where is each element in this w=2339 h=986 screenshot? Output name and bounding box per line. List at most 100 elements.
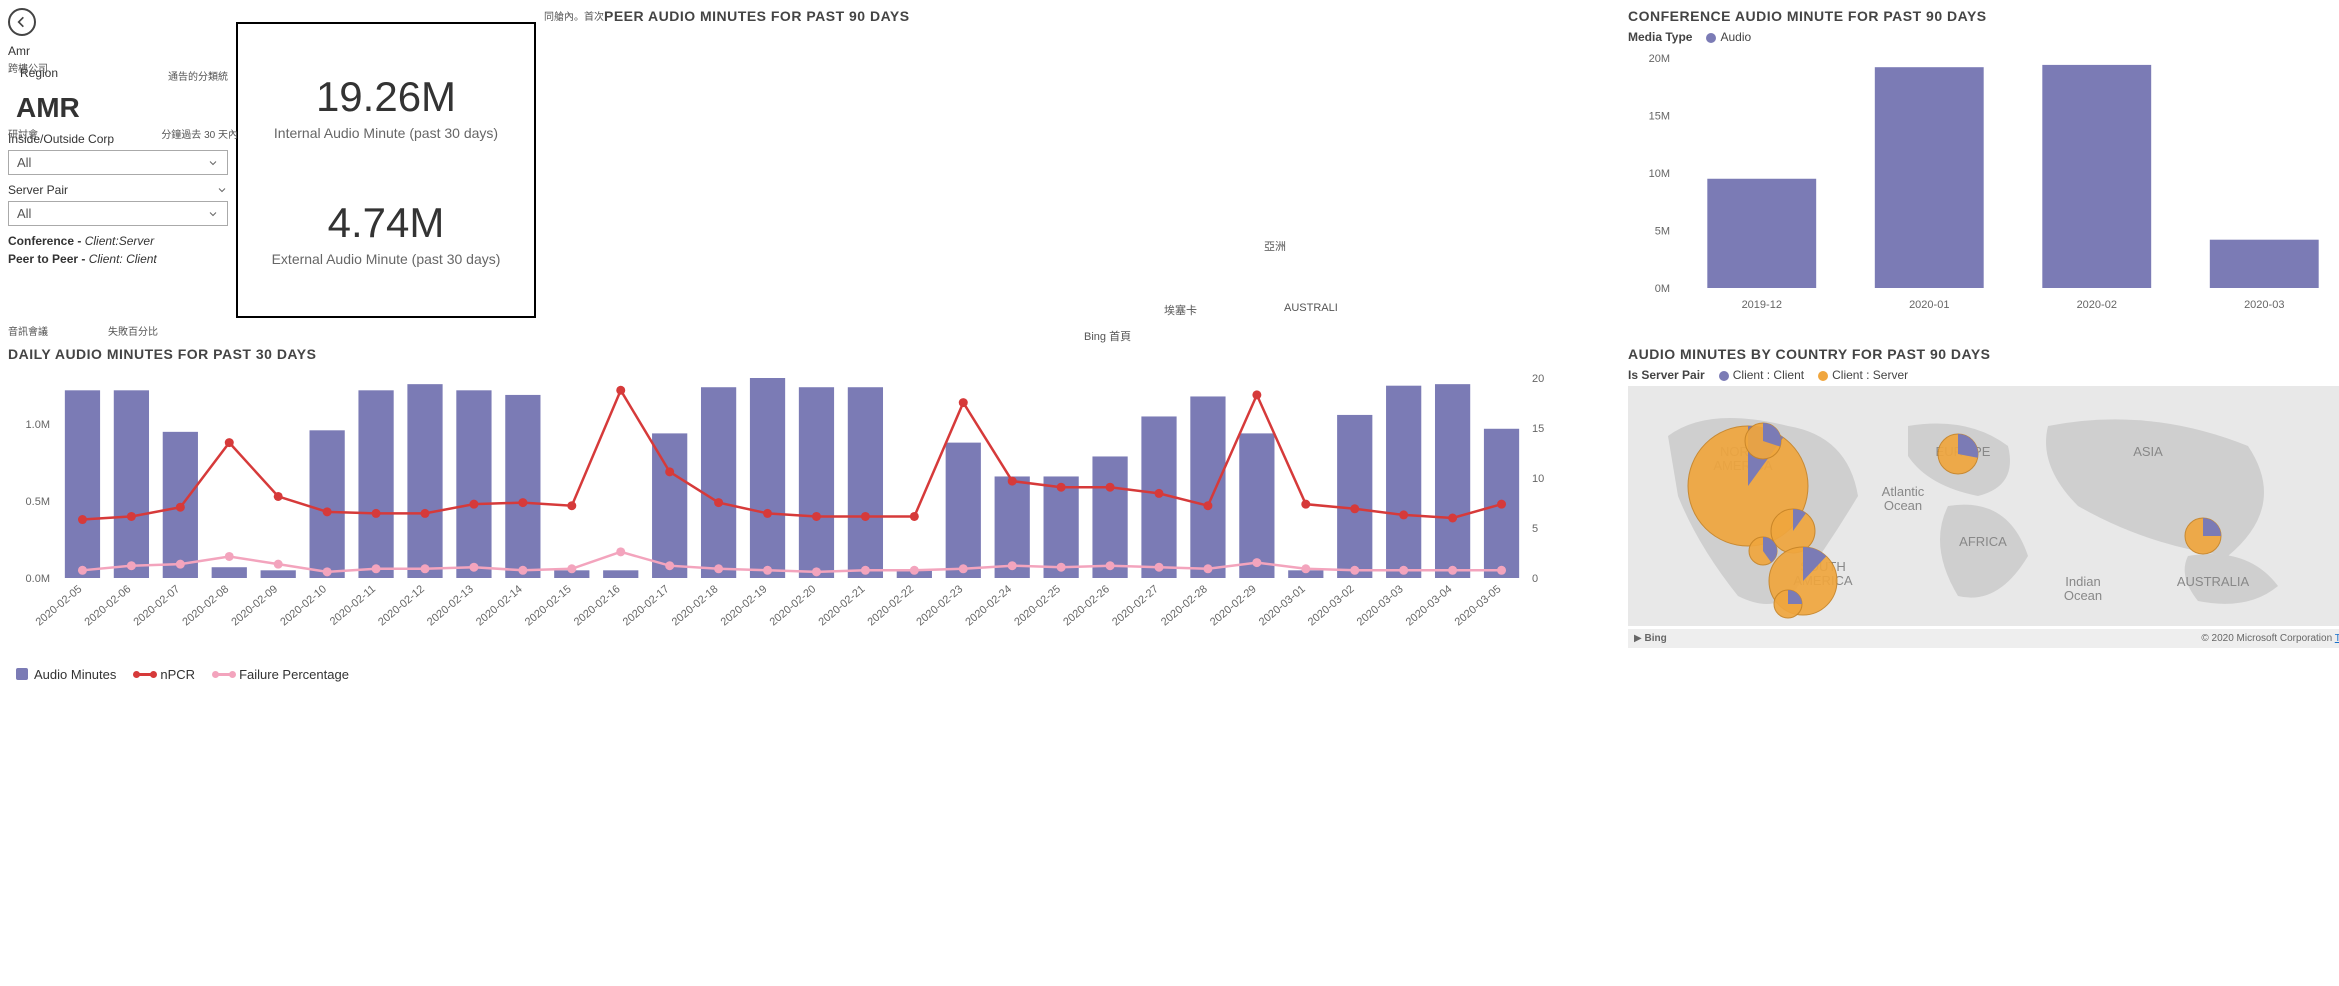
conference-chart-svg[interactable]: 0M5M10M15M20M2019-122020-012020-022020-0… <box>1628 48 2339 318</box>
svg-text:2020-02-12: 2020-02-12 <box>376 583 427 628</box>
conference-chart: CONFERENCE AUDIO MINUTE FOR PAST 90 DAYS… <box>1628 8 2339 338</box>
legend-npcr: nPCR <box>160 667 195 682</box>
svg-text:2020-02-26: 2020-02-26 <box>1061 583 1112 628</box>
map-copyright: © 2020 Microsoft Corporation <box>2201 633 2332 644</box>
server-pair-value: All <box>17 206 31 221</box>
svg-text:2020-02-28: 2020-02-28 <box>1159 583 1210 628</box>
svg-text:2020-02-09: 2020-02-09 <box>229 583 280 628</box>
chevron-down-icon <box>207 208 219 220</box>
svg-text:2020-02-07: 2020-02-07 <box>131 583 182 628</box>
ann-5: 研討會 <box>8 126 38 141</box>
svg-text:2020-02-13: 2020-02-13 <box>425 583 476 628</box>
daily-chart-svg[interactable]: 0.0M0.5M1.0M051015202020-02-052020-02-06… <box>8 368 1566 648</box>
inside-outside-value: All <box>17 155 31 170</box>
svg-text:2020-02-23: 2020-02-23 <box>914 583 965 628</box>
svg-text:2020-02-15: 2020-02-15 <box>523 583 574 628</box>
svg-text:2020-02-29: 2020-02-29 <box>1208 583 1259 628</box>
ann-7: 同艙內。首次 <box>544 8 604 23</box>
svg-text:AUSTRALIA: AUSTRALIA <box>2177 574 2250 589</box>
svg-text:ASIA: ASIA <box>2133 444 2163 459</box>
svg-text:0M: 0M <box>1655 283 1670 295</box>
svg-text:AFRICA: AFRICA <box>1959 534 2007 549</box>
country-legend-cs: Client : Server <box>1832 368 1908 382</box>
svg-text:15M: 15M <box>1649 111 1670 123</box>
svg-text:0.5M: 0.5M <box>26 496 50 508</box>
daily-chart-legend: Audio Minutes nPCR Failure Percentage <box>8 664 1620 684</box>
map-label: 埃塞卡 <box>1164 302 1197 318</box>
svg-text:Ocean: Ocean <box>2064 588 2102 603</box>
map-terms-link[interactable]: Terms <box>2335 633 2339 644</box>
map-label: 亞洲 <box>1264 238 1286 254</box>
country-chart-title: AUDIO MINUTES BY COUNTRY FOR PAST 90 DAY… <box>1628 346 2339 362</box>
country-legend-label: Is Server Pair <box>1628 368 1705 382</box>
country-map-svg[interactable]: NORTHAMERICAEUROPEASIAAtlanticOceanSOUTH… <box>1628 386 2339 626</box>
svg-text:2020-01: 2020-01 <box>1909 299 1949 311</box>
svg-text:2020-02: 2020-02 <box>2077 299 2117 311</box>
svg-text:2020-02-19: 2020-02-19 <box>719 583 770 628</box>
svg-text:2020-02-16: 2020-02-16 <box>572 583 623 628</box>
amr-label: Amr <box>8 44 228 58</box>
ann-2: 分鐘過去 30 天內 <box>161 126 238 141</box>
map-footer: ▶ Bing © 2020 Microsoft Corporation Term… <box>1628 629 2339 648</box>
svg-text:1.0M: 1.0M <box>26 419 50 431</box>
conference-legend: Conference - Client:Server <box>8 234 228 248</box>
svg-text:Ocean: Ocean <box>1884 498 1922 513</box>
filter-panel: Amr Region 通告的分類統 跨樓公司 AMR 分鐘過去 30 天內 In… <box>8 8 228 338</box>
svg-text:0.0M: 0.0M <box>26 573 50 585</box>
back-button[interactable] <box>8 8 36 36</box>
svg-text:2020-02-24: 2020-02-24 <box>963 583 1014 628</box>
svg-text:2020-02-20: 2020-02-20 <box>768 583 819 628</box>
svg-text:2020-02-18: 2020-02-18 <box>670 583 721 628</box>
p2p-legend: Peer to Peer - Client: Client <box>8 252 228 266</box>
kpi-internal-label: Internal Audio Minute (past 30 days) <box>258 125 514 141</box>
svg-text:0: 0 <box>1532 573 1538 585</box>
svg-text:2020-02-25: 2020-02-25 <box>1012 583 1063 628</box>
kpi-internal-value: 19.26M <box>258 73 514 121</box>
svg-text:2020-03-03: 2020-03-03 <box>1355 583 1406 628</box>
chevron-down-icon <box>216 184 228 196</box>
svg-text:2020-02-22: 2020-02-22 <box>865 583 916 628</box>
chevron-down-icon <box>207 157 219 169</box>
svg-text:2020-02-08: 2020-02-08 <box>180 583 231 628</box>
kpi-card: 19.26M Internal Audio Minute (past 30 da… <box>236 22 536 318</box>
map-label: AUSTRALI <box>1284 302 1338 314</box>
svg-text:2020-02-11: 2020-02-11 <box>328 583 378 628</box>
inside-outside-dropdown[interactable]: All <box>8 150 228 175</box>
server-pair-label-row: Server Pair <box>8 183 228 197</box>
svg-text:10M: 10M <box>1649 168 1670 180</box>
server-pair-dropdown[interactable]: All <box>8 201 228 226</box>
server-pair-label: Server Pair <box>8 183 68 197</box>
svg-text:2020-02-27: 2020-02-27 <box>1110 583 1161 628</box>
map-label: Bing 首頁 <box>1084 328 1131 344</box>
svg-text:10: 10 <box>1532 473 1544 485</box>
daily-chart: DAILY AUDIO MINUTES FOR PAST 30 DAYS 0.0… <box>8 346 1620 656</box>
svg-text:15: 15 <box>1532 423 1544 435</box>
svg-text:2019-12: 2019-12 <box>1742 299 1782 311</box>
kpi-external-value: 4.74M <box>258 199 514 247</box>
svg-text:2020-02-05: 2020-02-05 <box>34 583 85 628</box>
legend-audio: Audio Minutes <box>34 667 116 682</box>
svg-text:Atlantic: Atlantic <box>1882 484 1925 499</box>
ann-4: 失敗百分比 <box>108 323 158 338</box>
svg-text:2020-03-05: 2020-03-05 <box>1453 583 1504 628</box>
country-chart: AUDIO MINUTES BY COUNTRY FOR PAST 90 DAY… <box>1628 346 2339 656</box>
svg-text:2020-02-14: 2020-02-14 <box>474 583 525 628</box>
conference-chart-title: CONFERENCE AUDIO MINUTE FOR PAST 90 DAYS <box>1628 8 2339 24</box>
conf-legend-item: Audio <box>1720 30 1751 44</box>
p2p-map-area: 同艙內。首次 PEER AUDIO MINUTES FOR PAST 90 DA… <box>544 8 1572 338</box>
svg-text:20M: 20M <box>1649 53 1670 65</box>
country-legend-cc: Client : Client <box>1733 368 1804 382</box>
svg-text:2020-03-04: 2020-03-04 <box>1404 583 1455 628</box>
map-bing: Bing <box>1644 633 1666 644</box>
legend-failure: Failure Percentage <box>239 667 349 682</box>
svg-text:2020-02-06: 2020-02-06 <box>83 583 134 628</box>
svg-text:2020-03-01: 2020-03-01 <box>1257 583 1308 628</box>
svg-text:2020-03: 2020-03 <box>2244 299 2284 311</box>
conf-legend-label: Media Type <box>1628 30 1692 44</box>
ann-6: 跨樓公司 <box>8 60 48 75</box>
kpi-external-label: External Audio Minute (past 30 days) <box>258 251 514 267</box>
svg-text:2020-02-21: 2020-02-21 <box>817 583 868 628</box>
svg-text:2020-02-10: 2020-02-10 <box>278 583 329 628</box>
svg-text:5: 5 <box>1532 523 1538 535</box>
ann-3: 音訊會議 <box>8 323 48 338</box>
